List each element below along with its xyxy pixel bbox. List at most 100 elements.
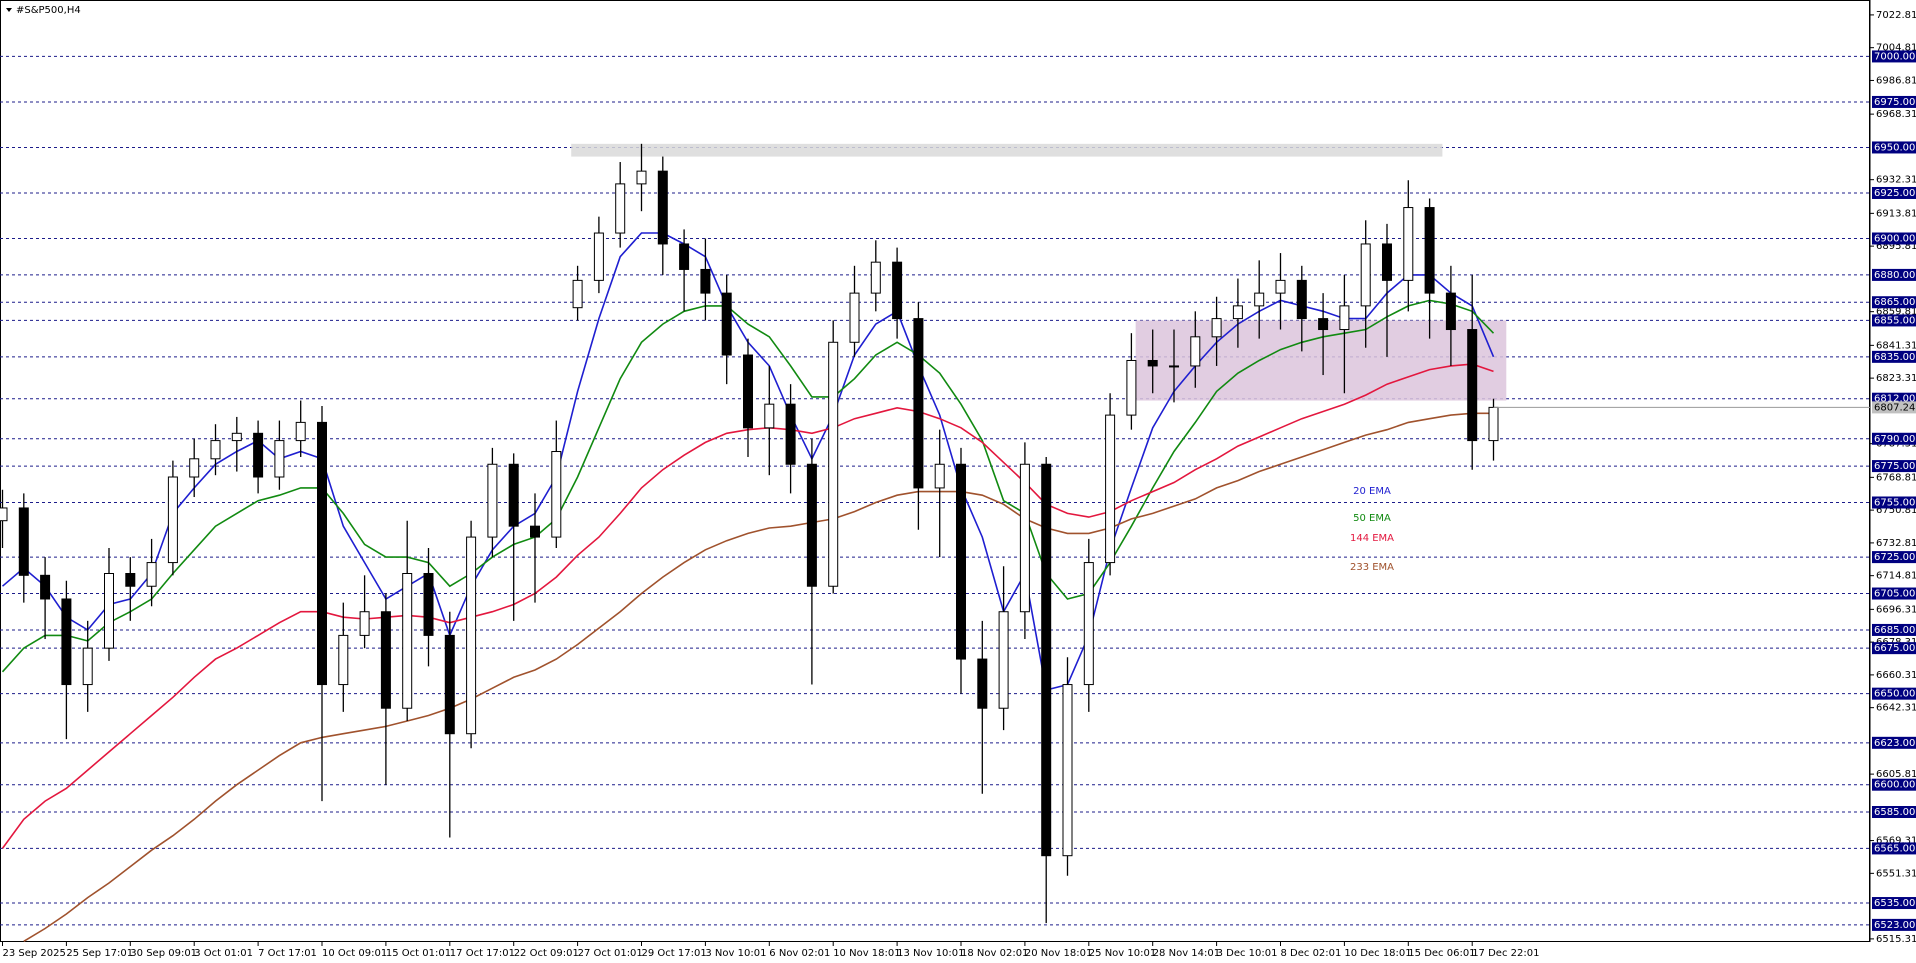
x-tick-label: 3 Nov 10:01 (705, 948, 766, 959)
level-label-box (1872, 806, 1916, 819)
candle-body (1318, 318, 1329, 331)
level-label-box (1872, 897, 1916, 910)
level-label: 6685.00 (1874, 625, 1915, 636)
x-tick-label: 18 Nov 02:01 (961, 948, 1028, 959)
x-tick-label: 8 Dec 02:01 (1281, 948, 1342, 959)
level-label: 6535.00 (1874, 898, 1915, 909)
candle-body (636, 170, 647, 185)
x-tick-label: 23 Sep 2025 (3, 948, 66, 959)
x-tick-label: 10 Dec 18:01 (1344, 948, 1411, 959)
candle-body (1339, 305, 1350, 331)
candle-body (593, 232, 604, 281)
candle-body (828, 341, 839, 587)
y-tick-label: 6714.81 (1876, 571, 1916, 582)
candle-body (104, 573, 114, 649)
menu-arrow[interactable] (6, 8, 12, 12)
last-price-label: 6807.24 (1874, 402, 1915, 413)
candle-body (615, 183, 626, 234)
candle-body (998, 611, 1009, 709)
zone (571, 143, 1443, 157)
legend-entry: 144 EMA (1350, 533, 1394, 544)
candle-body (870, 261, 881, 294)
candle-body (721, 292, 732, 356)
level-label: 7000.00 (1874, 51, 1915, 62)
candle-body (1105, 414, 1116, 564)
level-label: 6925.00 (1874, 188, 1915, 199)
level-label-box (1872, 687, 1916, 700)
y-tick-label: 6932.31 (1876, 175, 1916, 186)
candle-body (977, 658, 988, 709)
x-tick-label: 3 Oct 01:01 (194, 948, 253, 959)
level-label-box (1872, 551, 1916, 564)
candle-body (1424, 207, 1435, 294)
candle-body (700, 268, 711, 294)
ema-line (1, 299, 1495, 673)
level-label: 6565.00 (1874, 843, 1915, 854)
level-label: 6705.00 (1874, 589, 1915, 600)
candle-body (338, 634, 349, 686)
level-label: 6975.00 (1874, 97, 1915, 108)
candle-body (1382, 243, 1392, 281)
y-tick-label: 6913.81 (1876, 208, 1916, 219)
candle-body (806, 463, 817, 587)
level-label: 6585.00 (1874, 807, 1915, 818)
y-tick-label: 6750.81 (1876, 505, 1916, 516)
x-tick-label: 28 Nov 14:01 (1153, 948, 1220, 959)
legend-entry: 233 EMA (1350, 562, 1394, 573)
level-label-box (1872, 496, 1916, 509)
candle-body (210, 440, 221, 460)
level-label: 6725.00 (1874, 552, 1915, 563)
candle-body (82, 647, 93, 686)
level-label-box (1872, 95, 1916, 108)
level-label-box (1872, 232, 1916, 245)
level-label: 6623.00 (1874, 738, 1915, 749)
candle-body (1232, 305, 1243, 320)
y-tick-label: 6859.81 (1876, 307, 1916, 318)
candle-body (1275, 279, 1286, 294)
x-tick-label: 25 Nov 10:01 (1089, 948, 1156, 959)
y-tick-label: 6696.31 (1876, 604, 1916, 615)
level-label-box (1872, 736, 1916, 749)
candle-body (1190, 336, 1201, 367)
x-tick-label: 10 Nov 18:01 (833, 948, 900, 959)
y-tick-label: 6768.81 (1876, 472, 1916, 483)
candle-body (1296, 279, 1307, 320)
candle-body (1488, 406, 1499, 442)
candle-body (1041, 463, 1052, 857)
candle-body (913, 318, 924, 489)
level-label-box (1872, 314, 1916, 327)
y-tick-label: 6823.31 (1876, 373, 1916, 384)
legend-entry: 50 EMA (1353, 513, 1391, 524)
y-tick-label: 6551.31 (1876, 868, 1916, 879)
candle-body (487, 463, 498, 538)
candle-body (146, 562, 157, 587)
candle-body (1147, 359, 1158, 367)
x-tick-label: 15 Oct 01:01 (386, 948, 451, 959)
candle-body (1445, 292, 1456, 331)
level-label-box (1872, 186, 1916, 199)
level-label: 6950.00 (1874, 142, 1915, 153)
candle-body (657, 170, 668, 245)
candle-body (359, 611, 370, 636)
x-tick-label: 17 Oct 17:01 (450, 948, 515, 959)
x-tick-label: 27 Oct 01:01 (578, 948, 643, 959)
candle-body (402, 573, 413, 709)
level-label: 6900.00 (1874, 234, 1915, 245)
candle-body (466, 536, 477, 735)
y-tick-label: 6986.81 (1876, 75, 1916, 86)
x-tick-label: 25 Sep 17:01 (66, 948, 133, 959)
level-label-box (1872, 623, 1916, 636)
candle-body (295, 421, 306, 442)
level-label: 6755.00 (1874, 497, 1915, 508)
candle-body (530, 525, 540, 538)
level-label-box (1872, 642, 1916, 655)
level-label-box (1872, 460, 1916, 473)
candle-body (189, 458, 200, 478)
level-label: 6675.00 (1874, 643, 1915, 654)
x-tick-label: 29 Oct 17:01 (642, 948, 707, 959)
candle-body (1360, 243, 1371, 307)
level-label-box (1872, 778, 1916, 791)
level-label: 6775.00 (1874, 461, 1915, 472)
x-tick-label: 20 Nov 18:01 (1025, 948, 1092, 959)
